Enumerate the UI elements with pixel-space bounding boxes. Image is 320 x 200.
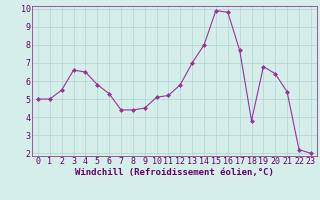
X-axis label: Windchill (Refroidissement éolien,°C): Windchill (Refroidissement éolien,°C): [75, 168, 274, 177]
